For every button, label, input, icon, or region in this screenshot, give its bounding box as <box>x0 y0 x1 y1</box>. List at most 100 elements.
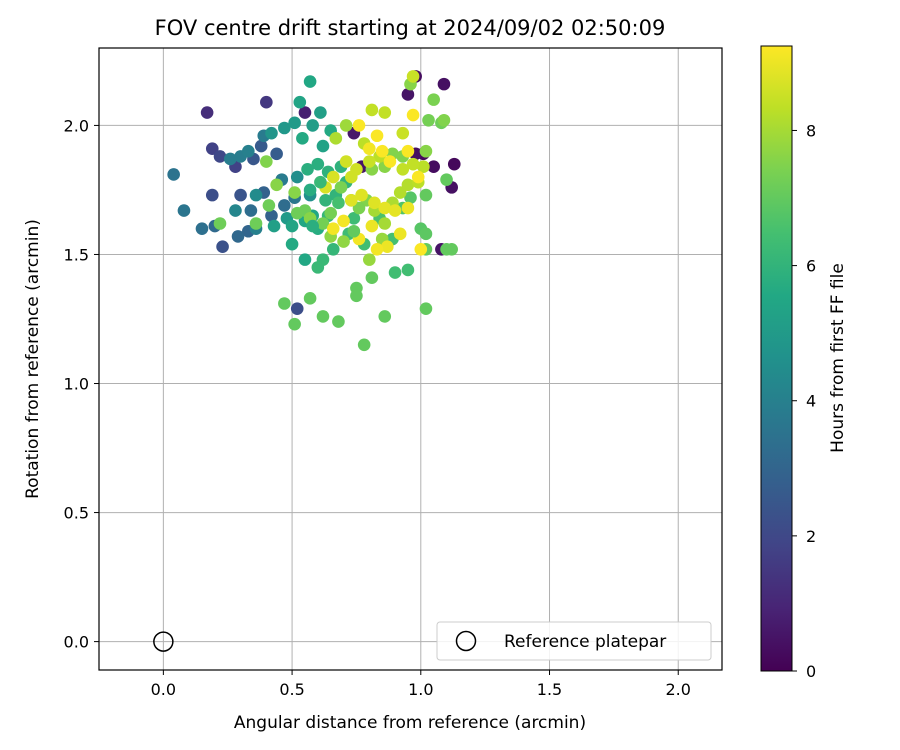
data-point <box>326 243 340 256</box>
legend-label-reference: Reference platepar <box>504 632 666 652</box>
colorbar-ticks: 0 2 4 6 8 <box>792 121 816 681</box>
data-point <box>417 160 430 174</box>
data-point <box>288 186 301 199</box>
data-point <box>319 193 332 207</box>
data-point <box>278 199 291 212</box>
legend-box <box>436 621 712 661</box>
data-point <box>231 230 245 243</box>
data-point <box>339 155 353 168</box>
data-point <box>396 126 410 140</box>
data-point <box>249 188 263 202</box>
data-point <box>419 188 433 202</box>
data-point <box>334 181 348 194</box>
data-point <box>265 126 278 140</box>
data-point <box>383 155 397 168</box>
data-point <box>288 317 301 331</box>
y-tick-label: 1.5 <box>64 245 89 264</box>
data-point <box>200 106 214 119</box>
y-tick-label: 2.0 <box>64 116 89 135</box>
plot-area <box>99 48 722 670</box>
data-point <box>260 95 273 109</box>
x-axis-label: Angular distance from reference (arcmin) <box>234 713 586 733</box>
data-point <box>347 212 361 225</box>
data-points <box>167 70 461 352</box>
data-point <box>406 70 420 83</box>
data-point <box>401 88 415 101</box>
data-point <box>388 266 402 279</box>
data-point <box>242 144 255 158</box>
data-point <box>357 338 371 352</box>
y-tick-label: 0.0 <box>64 633 89 652</box>
data-point <box>378 201 392 215</box>
colorbar-tick-label: 6 <box>806 257 816 276</box>
data-point <box>290 302 304 315</box>
data-point <box>363 155 376 168</box>
legend: Reference platepar <box>436 621 712 661</box>
data-point <box>326 222 340 235</box>
data-point <box>213 217 227 230</box>
data-point <box>311 261 325 274</box>
data-point <box>244 204 258 217</box>
data-point <box>406 157 420 171</box>
data-point <box>205 142 219 155</box>
data-point <box>447 157 461 171</box>
chart-title: FOV centre drift starting at 2024/09/02 … <box>155 16 666 40</box>
data-point <box>296 132 309 145</box>
data-point <box>229 204 242 217</box>
colorbar-tick-label: 2 <box>806 527 816 546</box>
data-point <box>337 214 350 228</box>
data-point <box>316 139 330 153</box>
y-axis-label: Rotation from reference (arcmin) <box>23 219 43 499</box>
data-point <box>205 188 219 202</box>
data-point <box>419 144 433 158</box>
data-point <box>365 219 379 233</box>
data-point <box>311 157 325 171</box>
data-point <box>265 209 278 223</box>
data-point <box>270 147 283 161</box>
data-point <box>298 253 312 266</box>
data-point <box>419 302 433 315</box>
data-point <box>422 113 435 127</box>
data-point <box>368 196 381 210</box>
data-point <box>401 178 415 192</box>
data-point <box>393 227 407 241</box>
data-point <box>278 297 291 310</box>
data-point <box>303 75 317 88</box>
data-point <box>303 183 317 197</box>
data-point <box>216 240 229 254</box>
data-point <box>393 186 407 199</box>
data-point <box>301 163 314 176</box>
data-point <box>314 175 327 189</box>
data-point <box>437 113 451 127</box>
axis-ticks: 0.0 0.5 1.0 1.5 2.0 0.0 0.5 1.0 1.5 2.0 <box>64 116 691 699</box>
data-point <box>363 253 376 266</box>
data-point <box>381 240 394 254</box>
data-point <box>388 204 402 217</box>
data-point <box>285 219 299 233</box>
data-point <box>378 106 392 119</box>
data-point <box>290 170 304 184</box>
data-point <box>260 155 273 168</box>
data-point <box>445 243 458 256</box>
data-point <box>370 129 384 143</box>
data-point <box>365 103 379 117</box>
data-point <box>290 206 304 220</box>
data-point <box>401 201 415 215</box>
colorbar: 0 2 4 6 8 Hours from first FF file <box>760 45 848 681</box>
data-point <box>355 188 368 202</box>
data-point <box>404 191 417 204</box>
colorbar-tick-label: 8 <box>806 121 816 140</box>
data-point <box>177 204 191 217</box>
colorbar-gradient <box>760 45 793 672</box>
data-point <box>347 224 361 238</box>
data-point <box>401 144 415 158</box>
y-tick-label: 1.0 <box>64 375 89 394</box>
data-point <box>406 108 420 122</box>
data-point <box>332 315 345 328</box>
legend-reference-marker <box>455 630 477 652</box>
data-point <box>329 132 343 145</box>
data-point <box>332 196 345 210</box>
data-point <box>337 235 350 248</box>
data-point <box>375 144 389 158</box>
